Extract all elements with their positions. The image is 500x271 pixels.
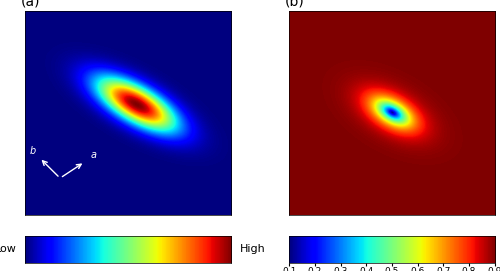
Text: a: a [91,150,97,160]
Text: (a): (a) [21,0,40,9]
Text: High: High [240,244,265,254]
Text: b: b [30,146,36,156]
Text: Low: Low [0,244,17,254]
Text: (b): (b) [284,0,304,9]
